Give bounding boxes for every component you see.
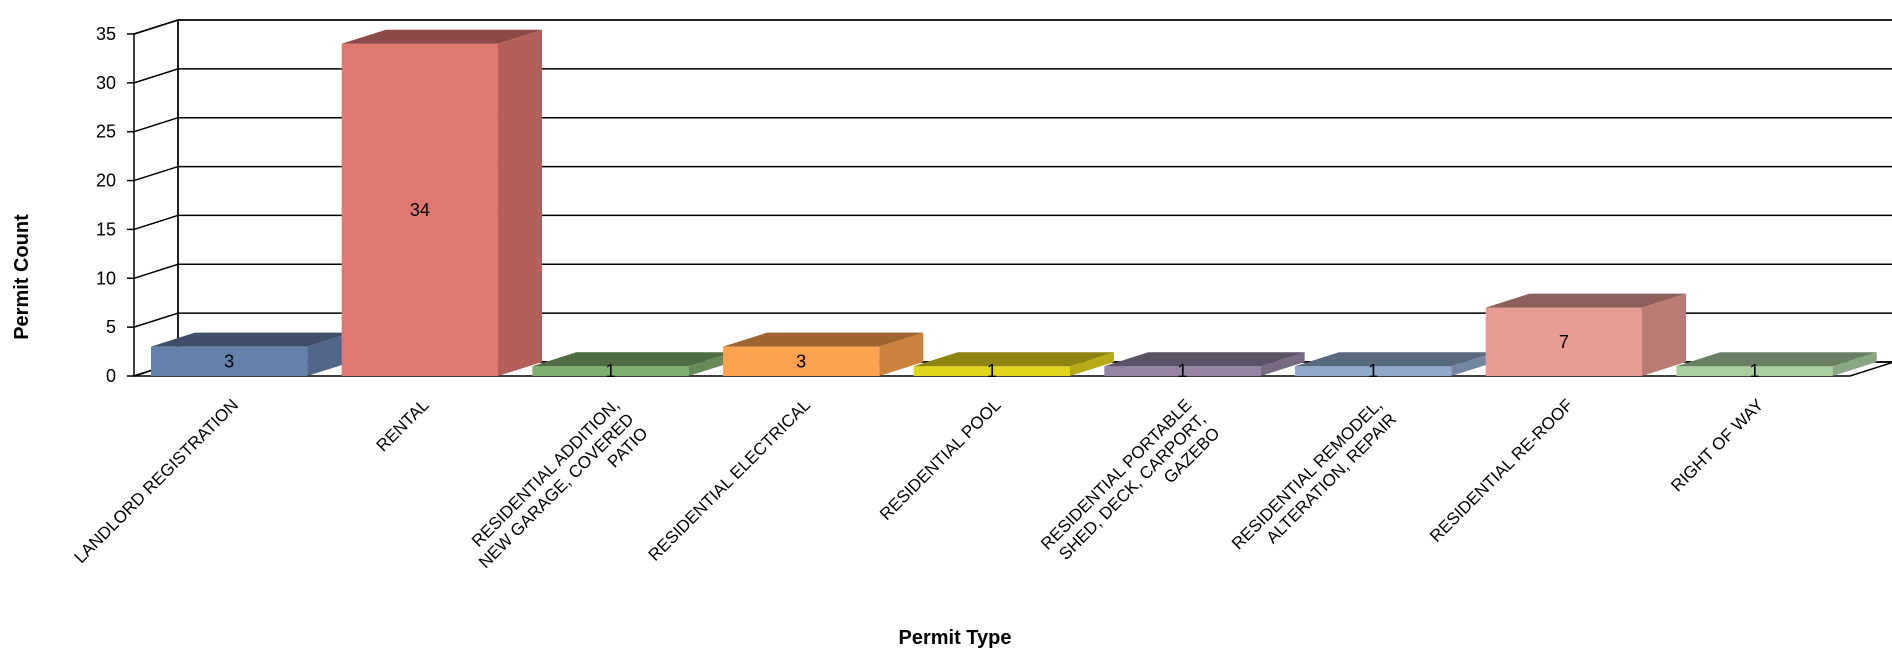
x-tick-label-line: LANDLORD REGISTRATION <box>70 395 242 567</box>
side-wall <box>133 18 179 378</box>
x-tick-label: RESIDENTIAL POOL <box>876 395 1005 524</box>
x-tick-label-line: RESIDENTIAL ELECTRICAL <box>645 395 814 564</box>
x-tick-label-line: SHED, DECK, CARPORT, <box>1055 410 1209 564</box>
bar-top <box>913 352 1115 367</box>
x-tick-label: RESIDENTIAL REMODEL,ALTERATION, REPAIR <box>1228 395 1400 567</box>
bar-side <box>1070 352 1115 376</box>
bar-side <box>879 332 924 376</box>
bar-top <box>532 352 733 367</box>
y-tick-label: 35 <box>96 24 116 44</box>
y-axis-title: Permit Count <box>11 214 33 340</box>
x-axis-labels: LANDLORD REGISTRATION RENTAL RESIDENTIAL A… <box>70 395 1767 586</box>
gridline <box>133 68 1892 84</box>
bar-top <box>723 332 924 347</box>
bar-side <box>307 332 352 376</box>
bar-side <box>688 352 733 376</box>
bar-front <box>341 43 499 377</box>
bar: 1 <box>532 352 733 381</box>
bar: 7 <box>1485 293 1687 376</box>
bar-front <box>1676 366 1833 376</box>
bar-value-label: 1 <box>1368 361 1378 381</box>
bar: 1 <box>1676 352 1877 381</box>
y-tick-label: 10 <box>96 268 116 288</box>
bar-side <box>498 29 543 377</box>
bar: 1 <box>1104 352 1305 381</box>
y-tick-label: 25 <box>96 122 116 142</box>
bar-side <box>1832 352 1877 376</box>
bar-front <box>151 346 308 376</box>
y-tick-label: 20 <box>96 171 116 191</box>
bar-value-label: 1 <box>987 361 997 381</box>
bar-value-label: 1 <box>605 361 615 381</box>
bar-top <box>1676 352 1877 367</box>
bar: 3 <box>151 332 352 376</box>
gridline <box>133 263 1892 280</box>
bar-front <box>913 366 1071 376</box>
x-tick-label: RESIDENTIAL ELECTRICAL <box>645 395 814 564</box>
bar-front <box>1104 366 1261 376</box>
bar-top <box>1485 293 1687 308</box>
gridline <box>133 214 1892 231</box>
bar-front <box>1485 307 1643 376</box>
x-axis-title: Permit Type <box>899 627 1012 649</box>
gridlines <box>133 19 1892 377</box>
x-tick-label-line: RIGHT OF WAY <box>1667 395 1767 495</box>
gridline <box>133 312 1892 328</box>
bar-front <box>532 366 689 376</box>
y-tick-label: 5 <box>106 317 116 337</box>
x-tick-label: RESIDENTIAL ADDITION,NEW GARAGE, COVERED… <box>461 395 652 586</box>
x-tick-label-line: RESIDENTIAL RE-ROOF <box>1426 395 1577 546</box>
x-tick-label: RIGHT OF WAY <box>1667 395 1767 495</box>
bar-side <box>1260 352 1305 376</box>
y-tick-label: 30 <box>96 73 116 93</box>
bar: 3 <box>723 332 924 376</box>
bar-top <box>1295 352 1496 367</box>
x-tick-label-line: RESIDENTIAL POOL <box>876 395 1005 524</box>
gridline <box>133 165 1892 182</box>
bar-value-label: 3 <box>224 351 234 371</box>
bar-side <box>1642 293 1687 376</box>
bar: 34 <box>341 29 543 377</box>
y-axis-ticks: 0 5 10 15 20 25 30 35 <box>96 24 134 386</box>
y-tick-label: 15 <box>96 219 116 239</box>
bar: 1 <box>1295 352 1496 381</box>
bar-value-label: 1 <box>1177 361 1187 381</box>
x-tick-label-line: ALTERATION, REPAIR <box>1262 410 1400 548</box>
bar-value-label: 34 <box>410 200 430 220</box>
x-tick-label: RESIDENTIAL RE-ROOF <box>1426 395 1577 546</box>
x-tick-label: RESIDENTIAL PORTABLESHED, DECK, CARPORT,… <box>1037 395 1223 581</box>
bar-value-label: 1 <box>1749 361 1759 381</box>
x-tick-label-line: RESIDENTIAL REMODEL, <box>1228 395 1386 553</box>
x-tick-label-line: RENTAL <box>373 395 433 455</box>
bar-top <box>341 29 543 44</box>
gridline <box>133 116 1892 133</box>
x-tick-label: LANDLORD REGISTRATION <box>70 395 242 567</box>
bar-front <box>723 346 880 376</box>
bar-value-label: 7 <box>1559 332 1569 352</box>
gridline <box>133 19 1892 35</box>
bar-top <box>1104 352 1305 367</box>
x-tick-label-line: RESIDENTIAL ADDITION, <box>468 395 623 550</box>
bar-side <box>1451 352 1496 376</box>
x-tick-label: RENTAL <box>373 395 433 455</box>
bars: 3 34 1 3 1 1 1 7 1 <box>151 29 1877 381</box>
bar-value-label: 3 <box>796 351 806 371</box>
bar: 1 <box>913 352 1115 381</box>
y-tick-label: 0 <box>106 366 116 386</box>
bar-top <box>151 332 352 347</box>
bar-front <box>1295 366 1452 376</box>
x-tick-label-line: NEW GARAGE, COVERED <box>475 410 637 572</box>
